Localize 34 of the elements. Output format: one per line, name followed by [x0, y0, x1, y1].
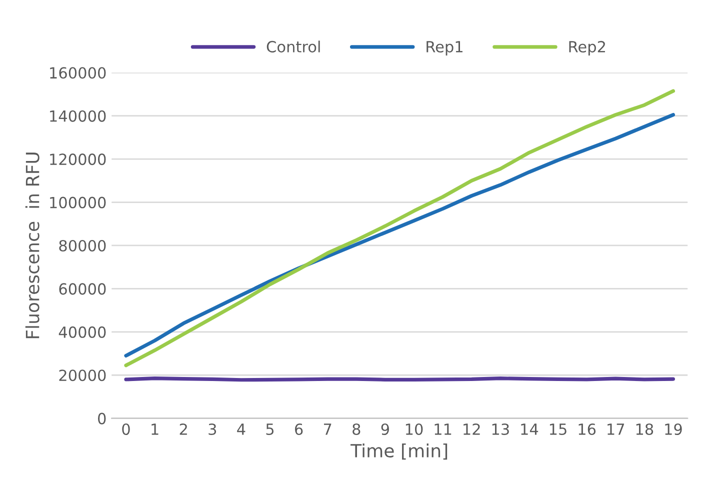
- x-tick-label: 11: [434, 424, 452, 435]
- x-tick-label: 18: [636, 423, 654, 436]
- x-tick-label: 6: [295, 423, 303, 436]
- y-tick-label: 0: [98, 412, 106, 424]
- x-tick-label: 17: [608, 424, 624, 435]
- x-tick-label: 8: [352, 423, 360, 436]
- legend-label: Rep1: [426, 41, 462, 56]
- x-tick-label: 7: [324, 424, 332, 435]
- y-tick-label: 20000: [59, 370, 106, 382]
- y-tick-label: 60000: [59, 283, 106, 295]
- x-tick-label: 1: [152, 424, 158, 435]
- x-tick-label: 3: [208, 423, 216, 436]
- x-tick-label: 2: [180, 423, 187, 435]
- x-tick-label: 4: [237, 424, 246, 435]
- y-axis-title: Fluorescence in RFU: [25, 152, 40, 338]
- x-tick-label: 13: [492, 423, 509, 436]
- legend-label: Rep2: [569, 40, 605, 56]
- x-tick-label: 16: [578, 423, 596, 436]
- x-tick-label: 9: [381, 423, 389, 436]
- y-tick-label: 160000: [50, 67, 106, 79]
- x-tick-label: 5: [266, 424, 274, 436]
- y-tick-label: 80000: [59, 240, 106, 252]
- y-tick-label: 140000: [50, 110, 106, 122]
- x-axis-title: Time [min]: [350, 444, 448, 460]
- x-tick-label: 12: [464, 423, 480, 435]
- y-tick-label: 40000: [58, 326, 106, 338]
- x-tick-label: 14: [521, 424, 538, 435]
- x-tick-label: 0: [122, 423, 130, 436]
- y-tick-label: 120000: [50, 154, 106, 166]
- legend-label: Control: [266, 40, 320, 52]
- y-tick-label: 100000: [50, 196, 106, 208]
- x-tick-label: 10: [406, 423, 423, 436]
- x-tick-label: 15: [550, 424, 566, 436]
- x-tick-label: 19: [665, 423, 682, 436]
